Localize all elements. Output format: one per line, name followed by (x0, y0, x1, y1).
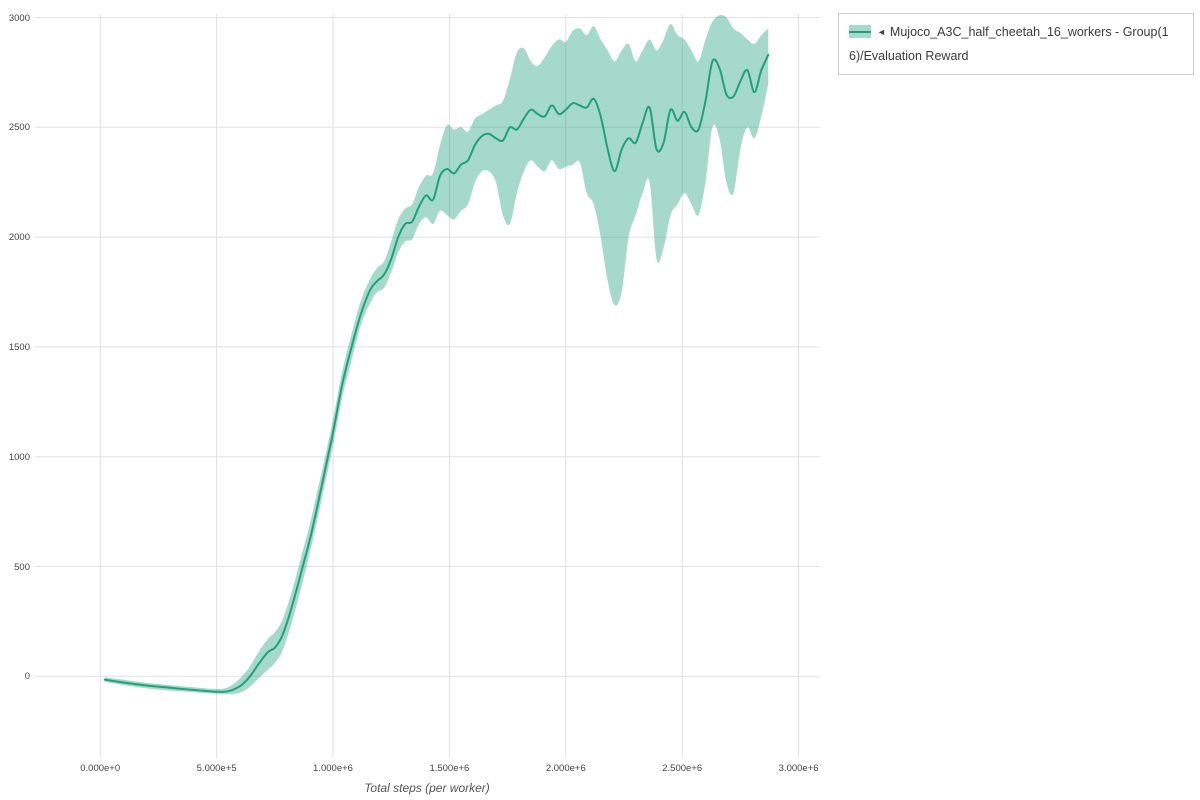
y-tick-label: 1500 (8, 341, 30, 353)
x-tick-label: 2.500e+6 (662, 763, 703, 774)
legend: ◄ Mujoco_A3C_half_cheetah_16_workers - Gr… (838, 13, 1194, 75)
collapse-arrow-icon: ◄ (877, 27, 886, 37)
x-tick-label: 5.000e+5 (196, 763, 237, 774)
y-tick-label: 0 (24, 671, 30, 683)
x-tick-label: 0.000e+0 (80, 763, 121, 774)
y-tick-label: 3000 (8, 12, 30, 24)
mean-line (103, 53, 770, 693)
legend-label: Mujoco_A3C_half_cheetah_16_workers - Gro… (849, 25, 1169, 63)
x-axis-title: Total steps (per worker) (364, 781, 490, 795)
x-tick-label: 2.000e+6 (545, 763, 586, 774)
confidence-band (104, 15, 769, 695)
legend-swatch-icon (849, 25, 871, 38)
y-tick-label: 2000 (8, 232, 30, 244)
y-tick-label: 2500 (8, 122, 30, 134)
x-tick-label: 1.500e+6 (429, 763, 470, 774)
y-tick-label: 1000 (8, 451, 30, 463)
legend-swatch-line (849, 30, 871, 33)
y-tick-label: 500 (14, 561, 30, 573)
legend-item[interactable]: ◄ Mujoco_A3C_half_cheetah_16_workers - Gr… (849, 20, 1183, 68)
x-tick-label: 3.000e+6 (778, 763, 819, 774)
x-tick-label: 1.000e+6 (313, 763, 353, 774)
